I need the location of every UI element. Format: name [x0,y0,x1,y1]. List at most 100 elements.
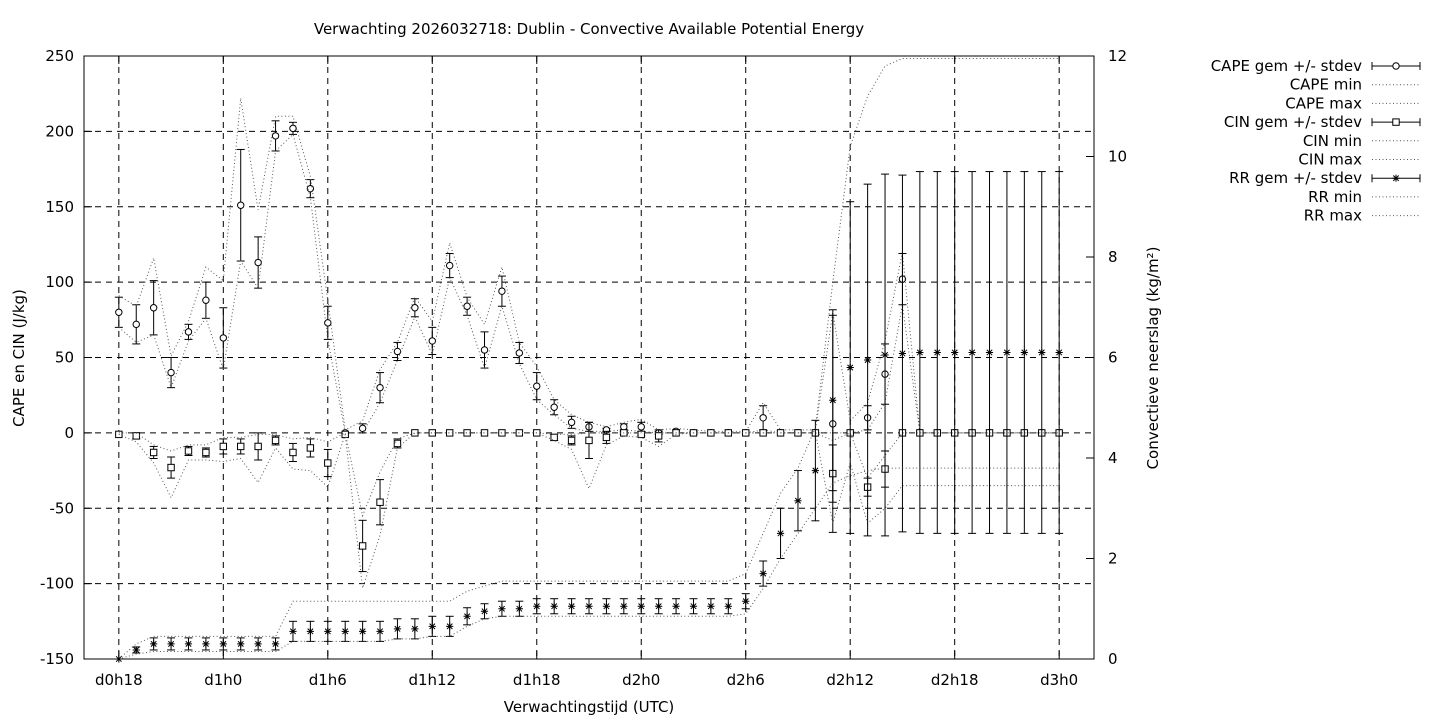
data-point [254,640,262,648]
data-point [1020,348,1028,357]
data-point [515,349,524,357]
data-point [742,597,750,605]
y2-tick-label: 8 [1108,248,1118,266]
x-tick-label: d1h18 [513,671,561,689]
x-axis-label: Verwachtingstijd (UTC) [504,698,675,716]
legend-label: CIN gem +/- stdev [1224,113,1362,131]
data-point [846,363,854,372]
data-point [149,448,158,457]
data-point [985,348,994,357]
data-point [184,328,193,336]
dotted-line [118,58,1060,660]
data-point [254,258,262,267]
x-tick-label: d2h6 [727,671,765,689]
series-rr-min [118,467,1060,660]
y-tick-label: -100 [40,575,74,593]
data-point [654,432,663,440]
data-point [567,418,576,427]
data-point [585,602,593,610]
data-point [567,602,576,610]
legend-label: CIN min [1303,132,1362,150]
data-point [637,602,645,610]
data-point [202,640,210,648]
data-point [498,287,506,295]
data-point [428,622,436,630]
y2-tick-label: 6 [1108,349,1118,367]
data-point [881,351,889,359]
data-point [1003,348,1011,357]
y-tick-label: -150 [40,650,74,668]
legend-label: RR min [1308,188,1362,206]
data-point [202,296,210,304]
data-point [219,334,228,342]
legend-label: CAPE min [1290,76,1362,94]
legend-label: RR gem +/- stdev [1229,169,1362,187]
data-point [376,498,384,506]
data-point [864,356,872,364]
x-tick-label: d1h12 [408,671,456,689]
data-point [428,337,436,345]
y-tick-label: 100 [45,273,74,291]
data-point [411,304,419,312]
data-point [480,429,489,437]
x-tick-label: d2h0 [622,671,660,689]
grid [84,56,1094,659]
legend-label: CAPE gem +/- stdev [1211,57,1362,75]
x-tick-label: d3h0 [1040,671,1078,689]
data-point [724,602,732,610]
data-point [306,627,314,635]
data-point [219,442,228,451]
dotted-line [118,432,1060,518]
data-point [393,439,402,448]
data-point [411,429,419,437]
data-point [359,627,367,635]
data-point [672,602,680,610]
y-tick-label: 150 [45,198,74,216]
data-point [306,444,315,452]
data-point [358,424,367,433]
data-point [759,414,767,422]
data-point [585,436,593,445]
y-tick-label: 250 [45,47,74,65]
data-point [289,448,297,457]
data-point [376,627,384,635]
data-point [132,320,140,329]
y-tick-label: 200 [45,122,74,140]
series-rr-max [118,58,1060,660]
y-tick-label: 0 [64,424,74,442]
legend-label: CIN max [1298,151,1362,169]
x-tick-label: d1h6 [309,671,347,689]
data-point [776,529,785,537]
x-tick-label: d0h18 [95,671,143,689]
dotted-line [118,133,1060,434]
data-point [219,640,227,648]
data-point [341,627,349,635]
data-point [237,201,245,209]
series-rr-gem-stdev [115,171,1064,663]
data-point [480,607,489,615]
data-point [620,423,628,431]
data-point [289,627,297,635]
data-point [759,569,767,578]
legend-marker [1392,118,1400,126]
axes: d0h18 d1h0 d1h6 d1h12 d1h18 d2h0 d2h6 d2h12 d2h1… [40,47,1127,689]
y2-tick-label: 10 [1108,148,1127,166]
data-point [1038,348,1046,357]
data-point [324,627,332,635]
series-cape-min [118,133,1060,434]
data-point [271,132,280,140]
data-point [811,466,819,475]
data-point [393,347,402,356]
data-point [271,436,280,445]
data-point [480,346,489,354]
data-point [115,308,123,316]
data-point [550,433,558,442]
data-point [167,463,175,472]
data-point [202,448,210,457]
data-point [167,640,175,648]
data-point [533,602,541,610]
data-point [689,602,698,610]
y2-tick-label: 0 [1108,650,1118,668]
data-point [498,605,506,613]
